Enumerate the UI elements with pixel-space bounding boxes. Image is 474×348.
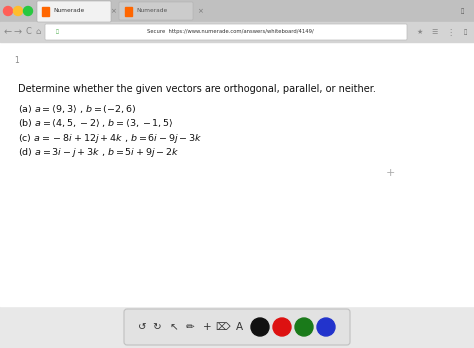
Bar <box>125 7 132 16</box>
Text: C: C <box>25 27 31 37</box>
Circle shape <box>251 318 269 336</box>
FancyBboxPatch shape <box>119 2 193 20</box>
Text: (a) $a = \langle 9, 3 \rangle$ , $b = (-2, 6)$: (a) $a = \langle 9, 3 \rangle$ , $b = (-… <box>18 104 137 115</box>
FancyBboxPatch shape <box>124 309 350 345</box>
Text: Secure  https://www.numerade.com/answers/whiteboard/4149/: Secure https://www.numerade.com/answers/… <box>146 30 313 34</box>
Text: 🔒: 🔒 <box>56 30 59 34</box>
Text: Numerade: Numerade <box>53 8 84 14</box>
FancyBboxPatch shape <box>37 1 111 22</box>
Text: (b) $a = \langle 4, 5, -2 \rangle$ , $b = \langle 3, -1, 5 \rangle$: (b) $a = \langle 4, 5, -2 \rangle$ , $b … <box>18 118 174 129</box>
Circle shape <box>13 7 22 16</box>
Text: ↺: ↺ <box>137 322 146 332</box>
Text: ↖: ↖ <box>170 322 178 332</box>
Bar <box>42 7 49 16</box>
Bar <box>0 0 474 22</box>
Text: +: + <box>385 168 395 178</box>
Text: 1: 1 <box>14 56 19 65</box>
Circle shape <box>273 318 291 336</box>
Bar <box>0 42 474 306</box>
Text: ⌦: ⌦ <box>216 322 230 332</box>
Text: ☰: ☰ <box>432 29 438 35</box>
Text: ✏: ✏ <box>186 322 194 332</box>
Text: 🔒: 🔒 <box>464 29 466 35</box>
Bar <box>0 22 474 42</box>
Text: 🔒: 🔒 <box>460 8 464 14</box>
Text: ×: × <box>197 8 203 14</box>
Text: ⌂: ⌂ <box>35 27 41 37</box>
Circle shape <box>3 7 12 16</box>
Text: A: A <box>236 322 243 332</box>
Text: ↻: ↻ <box>153 322 161 332</box>
Text: (c) $a = -8i + 12j + 4k$ , $b = 6i - 9j - 3k$: (c) $a = -8i + 12j + 4k$ , $b = 6i - 9j … <box>18 132 202 145</box>
Text: ←: ← <box>4 27 12 37</box>
FancyBboxPatch shape <box>45 24 407 40</box>
Text: ⋮: ⋮ <box>446 27 454 37</box>
Circle shape <box>24 7 33 16</box>
Circle shape <box>295 318 313 336</box>
Text: Determine whether the given vectors are orthogonal, parallel, or neither.: Determine whether the given vectors are … <box>18 84 376 94</box>
Text: (d) $a = 3i - j + 3k$ , $b = 5i + 9j - 2k$: (d) $a = 3i - j + 3k$ , $b = 5i + 9j - 2… <box>18 146 180 159</box>
Text: →: → <box>14 27 22 37</box>
Text: ×: × <box>110 8 116 14</box>
Text: +: + <box>203 322 211 332</box>
Text: Numerade: Numerade <box>136 8 167 14</box>
Text: ★: ★ <box>417 29 423 35</box>
Circle shape <box>317 318 335 336</box>
